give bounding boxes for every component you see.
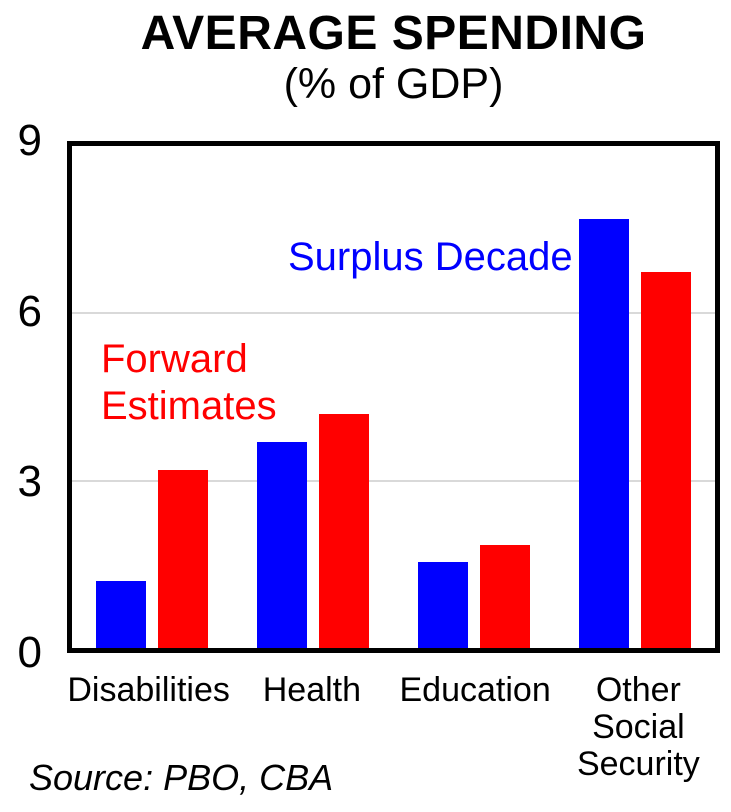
bar-group <box>72 146 233 648</box>
bar <box>319 413 370 648</box>
x-tick-label: Disabilities <box>67 671 230 709</box>
bars-layer <box>72 146 715 648</box>
bar <box>479 544 530 648</box>
y-axis-labels: 0 3 6 9 <box>0 117 42 677</box>
x-tick-cell: Education <box>394 672 557 783</box>
x-tick-label: Other Social Security <box>576 671 700 783</box>
chart-header: AVERAGE SPENDING (% of GDP) <box>67 7 720 109</box>
x-axis-labels: Disabilities Health Education Other Social … <box>67 672 720 783</box>
bar <box>578 218 629 648</box>
series-label-forward-estimates: Forward Estimates <box>101 337 277 428</box>
x-tick-cell: Disabilities <box>67 672 230 783</box>
y-tick-label: 6 <box>17 286 42 336</box>
y-tick-label: 9 <box>17 116 42 165</box>
source-note: Source: PBO, CBA <box>29 757 334 798</box>
gridline <box>72 479 715 482</box>
gridline <box>72 312 715 315</box>
chart-subtitle: (% of GDP) <box>283 60 504 108</box>
chart-title: AVERAGE SPENDING <box>140 7 647 60</box>
bar-group <box>554 146 715 648</box>
bar <box>257 441 308 648</box>
bar-group <box>394 146 555 648</box>
x-tick-label: Health <box>262 671 362 709</box>
plot-area <box>67 141 720 653</box>
x-tick-cell: Health <box>230 672 393 783</box>
series-label-surplus-decade: Surplus Decade <box>288 235 573 279</box>
y-tick-label: 3 <box>17 457 42 507</box>
bar <box>417 561 468 648</box>
y-tick-label: 0 <box>17 628 42 677</box>
bar-group <box>233 146 394 648</box>
bar <box>96 581 147 648</box>
bar <box>158 469 209 648</box>
bar <box>640 271 691 648</box>
x-tick-cell: Other Social Security <box>557 672 720 783</box>
x-tick-label: Education <box>399 671 551 709</box>
